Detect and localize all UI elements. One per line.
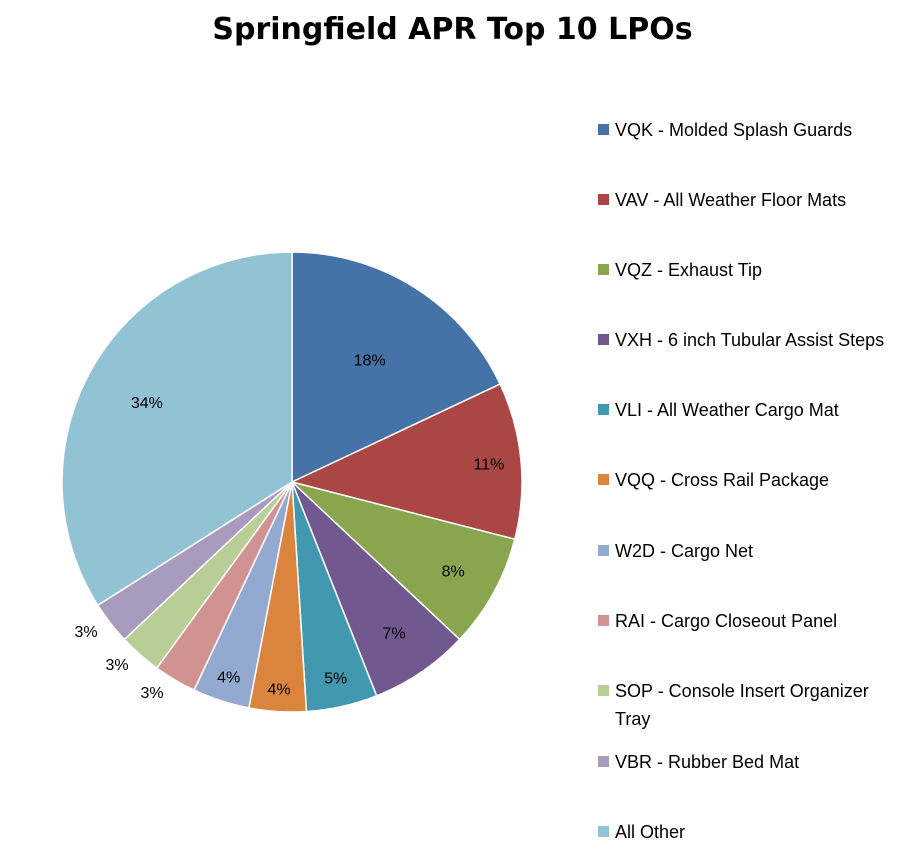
legend-swatch (598, 756, 609, 767)
legend-label: RAI - Cargo Closeout Panel (615, 611, 838, 631)
legend-label: VAV - All Weather Floor Mats (615, 190, 847, 210)
legend-label: W2D - Cargo Net (615, 541, 754, 561)
data-label-9: 3% (74, 624, 97, 641)
data-label-1: 11% (473, 456, 504, 473)
legend-swatch (598, 826, 609, 837)
legend-swatch (598, 264, 609, 275)
legend-swatch (598, 194, 609, 205)
legend-swatch (598, 124, 609, 135)
data-label-0: 18% (354, 353, 386, 370)
legend-label: VLI - All Weather Cargo Mat (615, 400, 839, 420)
pie-slice-10 (61, 251, 293, 607)
legend-label: VBR - Rubber Bed Mat (615, 752, 800, 772)
legend-swatch (598, 545, 609, 556)
legend-swatch (598, 685, 609, 696)
legend-swatch (598, 334, 609, 345)
pie-slice-3 (291, 481, 461, 697)
pie-slice-1 (289, 383, 523, 541)
data-label-5: 4% (267, 682, 290, 699)
data-label-7: 3% (140, 685, 163, 702)
legend-label: VQQ - Cross Rail Package (615, 470, 830, 490)
legend-swatch (598, 404, 609, 415)
chart-title: Springfield APR Top 10 LPOs (212, 12, 693, 47)
pie-slice-0 (291, 251, 502, 484)
legend-swatch (598, 474, 609, 485)
data-label-3: 7% (383, 625, 406, 642)
legend-label: SOP - Console Insert Organizer Tray (615, 681, 869, 729)
legend-label: VXH - 6 inch Tubular Assist Steps (615, 330, 885, 350)
data-label-8: 3% (105, 657, 128, 674)
legend-swatch (598, 615, 609, 626)
pie-slice-2 (291, 481, 516, 641)
data-label-6: 4% (217, 670, 240, 687)
legend-label: VQK - Molded Splash Guards (615, 120, 853, 140)
data-label-10: 34% (131, 395, 163, 412)
data-label-2: 8% (442, 564, 465, 581)
legend-label: All Other (615, 822, 686, 842)
legend-label: VQZ - Exhaust Tip (615, 260, 763, 280)
data-label-4: 5% (324, 670, 347, 687)
